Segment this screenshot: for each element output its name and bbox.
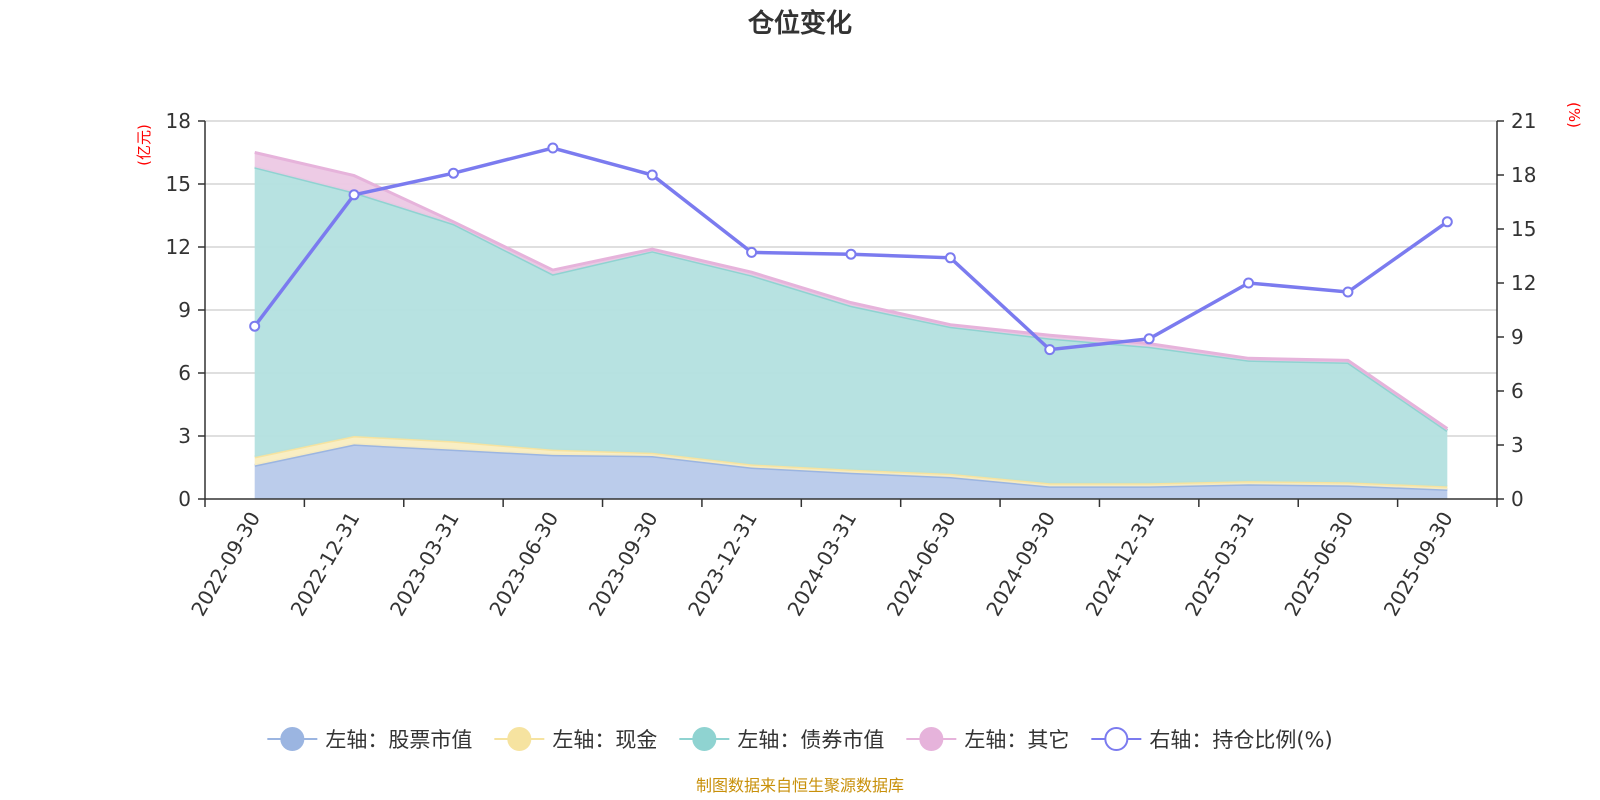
x-tick-label: 2022-09-30 bbox=[186, 508, 265, 621]
ratio-point[interactable] bbox=[249, 320, 261, 332]
x-tick-label: 2023-06-30 bbox=[484, 508, 563, 621]
area-series bbox=[254, 151, 1449, 499]
ratio-line-series bbox=[249, 142, 1453, 356]
chart-title: 仓位变化 bbox=[747, 8, 852, 39]
right-tick-label: 15 bbox=[1511, 217, 1536, 241]
x-tick-label: 2025-03-31 bbox=[1180, 508, 1259, 621]
legend-marker-icon bbox=[1104, 727, 1129, 751]
ratio-point[interactable] bbox=[1044, 344, 1056, 356]
legend-label: 左轴：其它 bbox=[964, 728, 1069, 752]
area-edge-series-3 bbox=[254, 151, 1449, 430]
ratio-point[interactable] bbox=[547, 142, 559, 154]
x-tick-label: 2025-06-30 bbox=[1279, 508, 1358, 621]
right-tick-label: 0 bbox=[1511, 487, 1524, 511]
x-tick-label: 2023-12-31 bbox=[683, 508, 762, 621]
ratio-point[interactable] bbox=[646, 169, 658, 181]
ratio-point[interactable] bbox=[1441, 216, 1453, 228]
left-tick-label: 3 bbox=[178, 424, 191, 448]
legend[interactable]: 左轴：股票市值 左轴：现金 左轴：债券市值 左轴：其它 右轴：持仓比例(%) bbox=[267, 727, 1333, 752]
left-tick-label: 12 bbox=[166, 235, 191, 259]
legend-marker-icon bbox=[692, 727, 717, 751]
left-tick-label: 0 bbox=[178, 487, 191, 511]
left-axis-unit: (亿元) bbox=[135, 124, 153, 166]
ratio-point[interactable] bbox=[1243, 277, 1255, 289]
right-tick-label: 18 bbox=[1511, 163, 1536, 187]
ratio-point[interactable] bbox=[944, 252, 956, 264]
x-tick-label: 2025-09-30 bbox=[1379, 508, 1458, 621]
ratio-point[interactable] bbox=[348, 189, 360, 201]
right-axis-unit: (%) bbox=[1565, 102, 1583, 128]
right-tick-label: 6 bbox=[1511, 379, 1524, 403]
legend-label: 左轴：股票市值 bbox=[325, 728, 472, 752]
ratio-point[interactable] bbox=[1342, 286, 1354, 298]
ratio-point[interactable] bbox=[1143, 333, 1155, 345]
right-tick-label: 21 bbox=[1511, 109, 1536, 133]
left-tick-label: 6 bbox=[178, 361, 191, 385]
right-tick-label: 12 bbox=[1511, 271, 1536, 295]
x-tick-label: 2023-09-30 bbox=[584, 508, 663, 621]
ratio-point[interactable] bbox=[447, 167, 459, 179]
x-tick-label: 2024-09-30 bbox=[981, 508, 1060, 621]
legend-marker-icon bbox=[919, 727, 944, 751]
right-tick-label: 9 bbox=[1511, 325, 1524, 349]
x-tick-label: 2023-03-31 bbox=[385, 508, 464, 621]
left-tick-label: 9 bbox=[178, 298, 191, 322]
area-fill-series-2 bbox=[254, 167, 1448, 487]
legend-marker-icon bbox=[507, 727, 532, 751]
legend-label: 左轴：债券市值 bbox=[737, 728, 884, 752]
data-source-note: 制图数据来自恒生聚源数据库 bbox=[696, 776, 904, 795]
area-fill-series-0 bbox=[254, 444, 1448, 499]
ratio-point[interactable] bbox=[746, 246, 758, 258]
x-tick-label: 2024-12-31 bbox=[1081, 508, 1160, 621]
left-tick-label: 18 bbox=[166, 109, 191, 133]
legend-label: 右轴：持仓比例(%) bbox=[1149, 728, 1332, 752]
x-tick-label: 2024-06-30 bbox=[882, 508, 961, 621]
legend-marker-icon bbox=[280, 727, 305, 751]
x-tick-label: 2024-03-31 bbox=[782, 508, 861, 621]
left-tick-label: 15 bbox=[166, 172, 191, 196]
right-tick-label: 3 bbox=[1511, 433, 1524, 457]
x-tick-label: 2022-12-31 bbox=[286, 508, 365, 621]
legend-label: 左轴：现金 bbox=[552, 728, 657, 752]
ratio-point[interactable] bbox=[845, 248, 857, 260]
area-fill-series-1 bbox=[254, 436, 1448, 490]
